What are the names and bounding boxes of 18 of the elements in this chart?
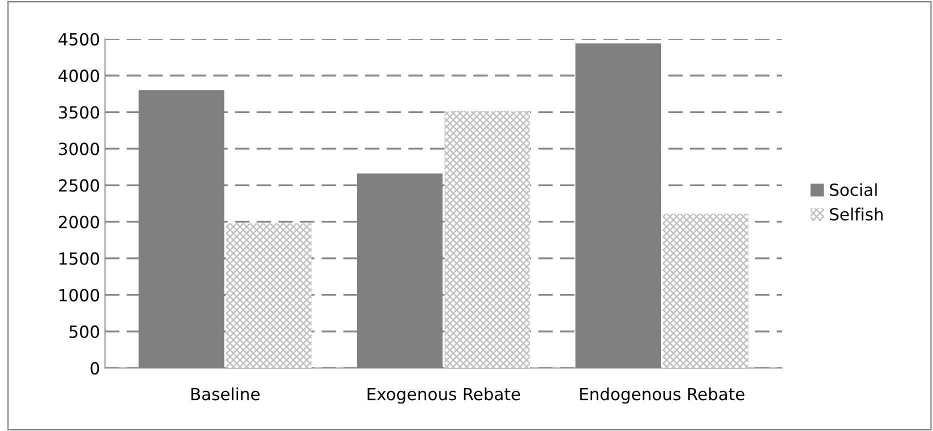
x-tick-label: Baseline [191, 387, 260, 400]
y-tick-label: 3500 [58, 106, 100, 119]
legend-label: Social [830, 183, 877, 196]
y-tick-label: 2500 [58, 179, 100, 192]
legend-label: Selfish [830, 208, 883, 221]
bar [444, 111, 530, 368]
y-tick-label: 0 [90, 362, 100, 375]
y-tick-label: 2000 [58, 216, 100, 228]
y-tick-label: 3000 [58, 142, 100, 156]
y-tick-label: 500 [70, 325, 100, 338]
y-tick-label: 4500 [58, 32, 100, 46]
bar [226, 223, 312, 368]
x-tick-label: Endogenous Rebate [580, 387, 744, 404]
x-tick-label: Exogenous Rebate [368, 387, 520, 404]
bar [662, 214, 748, 368]
y-tick-label: 1000 [60, 288, 100, 302]
y-tick-label: 4000 [58, 70, 100, 82]
y-tick-label: 1500 [60, 252, 100, 265]
